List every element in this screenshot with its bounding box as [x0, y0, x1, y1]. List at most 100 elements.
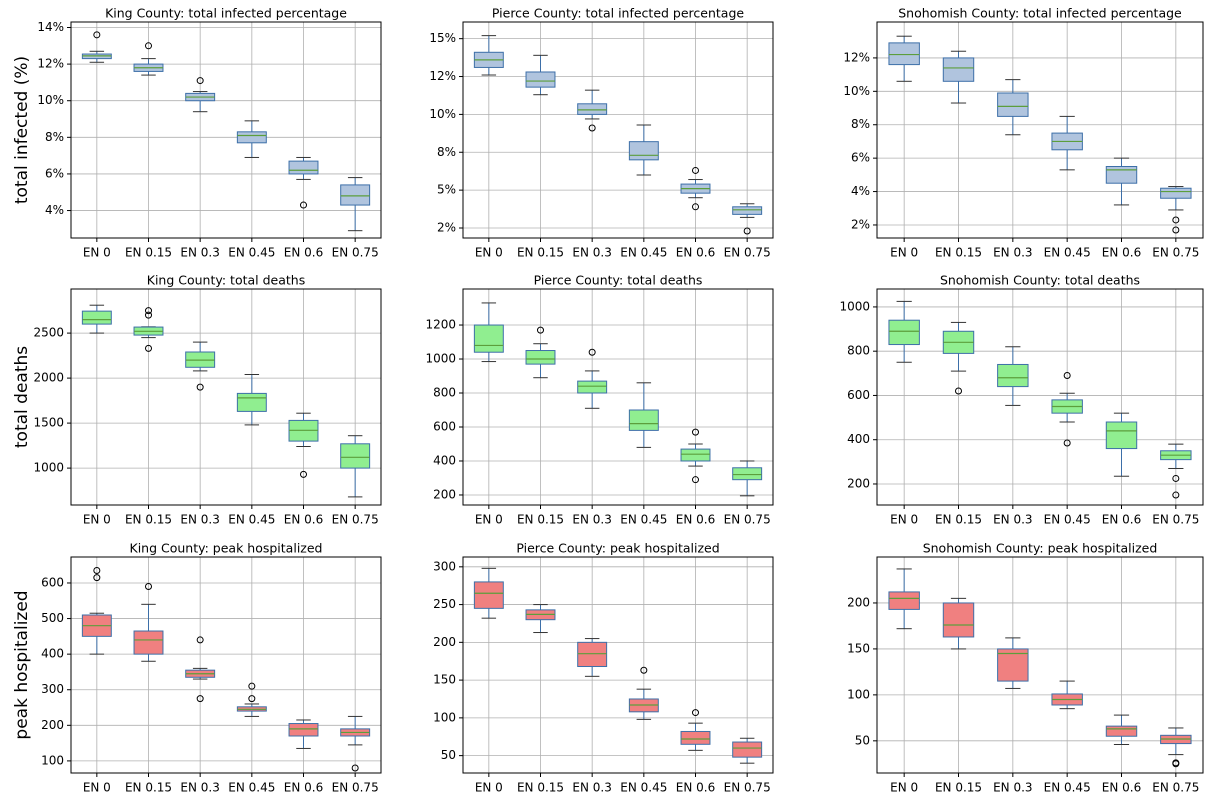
flier [1063, 372, 1071, 380]
x-tick-label: EN 0.45 [228, 513, 275, 527]
y-axis-label: total infected (%) [12, 56, 32, 204]
y-tick-label: 4% [851, 184, 870, 198]
box [1105, 421, 1138, 450]
y-tick-label: 800 [847, 344, 870, 358]
box [888, 319, 920, 346]
flier [1172, 760, 1180, 768]
box [577, 103, 608, 115]
flier [692, 166, 699, 174]
flier [145, 311, 152, 319]
flier [1172, 474, 1180, 482]
box [525, 71, 556, 88]
flier [588, 348, 596, 356]
x-tick-label: EN 0.3 [572, 246, 611, 260]
x-tick-label: EN 0.45 [228, 246, 275, 260]
x-tick-label: EN 0.3 [993, 246, 1032, 260]
box [942, 57, 975, 82]
x-tick-label: EN 0.3 [180, 246, 219, 260]
box [340, 184, 371, 206]
y-tick-label: 8% [45, 130, 64, 144]
plot-frame [462, 21, 774, 239]
flier [1172, 226, 1180, 234]
plot-frame [462, 556, 774, 774]
box [888, 42, 920, 66]
x-tick-label: EN 0.45 [1044, 513, 1091, 527]
plot-frame [70, 21, 382, 239]
box [577, 380, 608, 394]
x-tick-label: EN 0.6 [676, 781, 715, 795]
y-tick-label: 12% [37, 57, 64, 71]
x-tick-label: EN 0.6 [1102, 513, 1141, 527]
flier [196, 695, 204, 703]
box [236, 392, 267, 412]
chart-title: Pierce County: total deaths [534, 273, 703, 288]
y-tick-label: 10% [429, 107, 456, 121]
y-tick-label: 6% [45, 166, 64, 180]
x-tick-label: EN 0.15 [125, 246, 172, 260]
flier [692, 203, 699, 211]
flier [692, 709, 699, 717]
box [133, 630, 164, 655]
y-tick-label: 6% [851, 151, 870, 165]
y-tick-label: 150 [433, 673, 456, 687]
y-tick-label: 400 [433, 453, 456, 467]
flier [145, 42, 152, 50]
box [1105, 725, 1138, 737]
y-tick-label: 50 [441, 748, 456, 762]
x-tick-label: EN 0.6 [1102, 781, 1141, 795]
y-tick-label: 1000 [425, 352, 456, 366]
x-tick-label: EN 0.3 [180, 781, 219, 795]
x-tick-label: EN 0.6 [676, 246, 715, 260]
y-tick-label: 50 [855, 733, 870, 747]
y-tick-label: 600 [847, 388, 870, 402]
y-tick-label: 2000 [33, 371, 64, 385]
y-tick-label: 12% [429, 69, 456, 83]
x-tick-label: EN 0.45 [228, 781, 275, 795]
flier [1172, 491, 1180, 499]
flier [196, 636, 204, 644]
box [942, 602, 975, 638]
box [340, 443, 371, 469]
box [288, 160, 319, 175]
y-tick-label: 8% [851, 117, 870, 131]
x-tick-label: EN 0.45 [620, 246, 667, 260]
x-tick-label: EN 0.15 [517, 513, 564, 527]
x-tick-label: EN 0.3 [993, 781, 1032, 795]
flier [145, 307, 152, 315]
x-tick-label: EN 0.75 [724, 781, 771, 795]
y-tick-label: 400 [847, 432, 870, 446]
chart-title: King County: total deaths [147, 273, 305, 288]
y-tick-label: 300 [41, 682, 64, 696]
y-tick-label: 800 [433, 386, 456, 400]
flier [537, 326, 544, 334]
x-tick-label: EN 0.45 [620, 513, 667, 527]
y-tick-label: 15% [429, 31, 456, 45]
x-tick-label: EN 0 [890, 246, 918, 260]
x-tick-label: EN 0.3 [572, 781, 611, 795]
x-tick-label: EN 0 [890, 513, 918, 527]
x-tick-label: EN 0.6 [284, 781, 323, 795]
x-tick-label: EN 0.15 [125, 781, 172, 795]
y-tick-label: 2% [851, 217, 870, 231]
x-tick-label: EN 0.15 [935, 246, 982, 260]
flier [248, 695, 256, 703]
y-tick-label: 100 [847, 687, 870, 701]
flier [1063, 439, 1071, 447]
box [888, 591, 920, 610]
x-tick-label: EN 0.3 [180, 513, 219, 527]
x-tick-label: EN 0.75 [1152, 246, 1199, 260]
flier [692, 428, 699, 436]
box [473, 324, 504, 353]
box [997, 92, 1029, 117]
chart-title: King County: peak hospitalized [130, 541, 323, 556]
y-tick-label: 2% [437, 221, 456, 235]
x-tick-label: EN 0 [83, 781, 111, 795]
box [680, 448, 711, 462]
y-tick-label: 1200 [425, 318, 456, 332]
flier [640, 666, 648, 674]
flier [692, 476, 699, 484]
x-tick-label: EN 0.75 [332, 513, 379, 527]
x-tick-label: EN 0.45 [1044, 246, 1091, 260]
y-tick-label: 100 [433, 710, 456, 724]
x-tick-label: EN 0.75 [724, 246, 771, 260]
